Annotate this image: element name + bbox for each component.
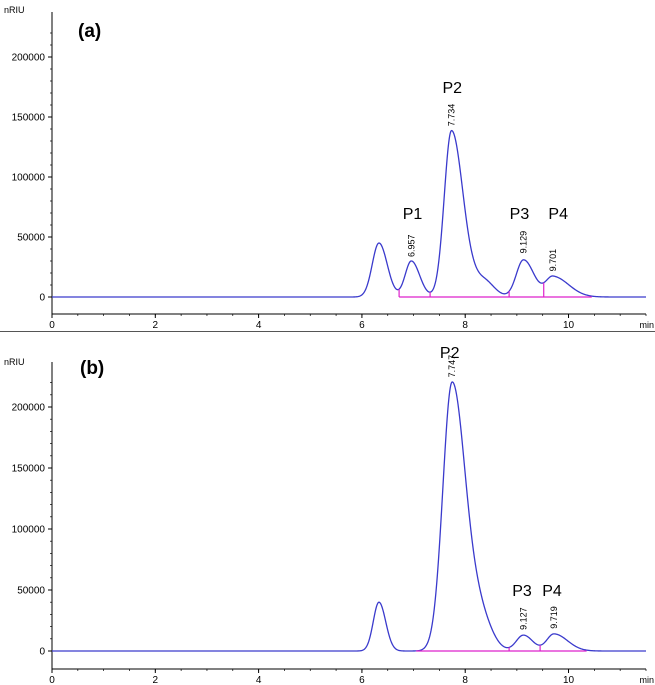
peak-name-label: P3 bbox=[510, 206, 530, 223]
y-axis-label: nRIU bbox=[4, 5, 25, 15]
retention-time-label: 9.129 bbox=[519, 231, 529, 254]
y-tick-label: 200000 bbox=[12, 403, 46, 414]
x-tick-label: 6 bbox=[359, 320, 365, 331]
retention-time-label: 9.127 bbox=[518, 607, 528, 630]
peak-name-label: P4 bbox=[542, 583, 562, 600]
retention-time-label: 6.957 bbox=[406, 234, 416, 257]
x-tick-label: 0 bbox=[49, 675, 55, 685]
peak-name-label: P1 bbox=[403, 206, 423, 223]
chart-panel-b: 0 50000 100000 150000 200000 0 2 4 6 8 10 nRIU min (b… bbox=[4, 345, 654, 685]
y-tick-label: 0 bbox=[39, 293, 45, 304]
y-tick-label: 150000 bbox=[12, 464, 46, 475]
y-axis-label: nRIU bbox=[4, 357, 25, 367]
x-tick-label: 8 bbox=[462, 320, 468, 331]
x-tick-label: 10 bbox=[563, 675, 575, 685]
retention-time-label: 9.701 bbox=[548, 249, 558, 272]
x-tick-label: 2 bbox=[153, 320, 159, 331]
x-axis-label: min bbox=[639, 320, 654, 330]
x-tick-label: 8 bbox=[462, 675, 468, 685]
x-axis-label: min bbox=[639, 675, 654, 685]
x-tick-label: 0 bbox=[49, 320, 55, 331]
y-tick-label: 100000 bbox=[12, 525, 46, 536]
x-tick-label: 2 bbox=[153, 675, 159, 685]
peak-name-label: P4 bbox=[548, 206, 568, 223]
panel-label: (a) bbox=[78, 21, 101, 42]
panel-label: (b) bbox=[80, 358, 104, 379]
retention-time-label: 7.734 bbox=[446, 104, 456, 127]
y-tick-label: 150000 bbox=[12, 113, 46, 124]
y-tick-label: 100000 bbox=[12, 173, 46, 184]
x-tick-label: 6 bbox=[359, 675, 365, 685]
peak-name-label: P2 bbox=[443, 80, 463, 97]
retention-time-label: 9.719 bbox=[549, 606, 559, 629]
chromatogram-trace bbox=[52, 381, 646, 652]
x-tick-label: 4 bbox=[256, 320, 262, 331]
y-tick-label: 200000 bbox=[12, 53, 46, 64]
retention-time-label: 7.747 bbox=[447, 355, 457, 378]
y-tick-label: 50000 bbox=[17, 586, 45, 597]
y-tick-label: 0 bbox=[39, 647, 45, 658]
chart-panel-a: 0 50000 100000 150000 200000 0 2 4 6 8 10 nRIU min (a… bbox=[4, 5, 654, 331]
peak-name-label: P2 bbox=[440, 345, 460, 362]
x-tick-label: 10 bbox=[563, 320, 575, 331]
chromatogram-trace bbox=[52, 129, 646, 298]
y-tick-label: 50000 bbox=[17, 233, 45, 244]
x-tick-label: 4 bbox=[256, 675, 262, 685]
peak-name-label: P3 bbox=[512, 583, 532, 600]
